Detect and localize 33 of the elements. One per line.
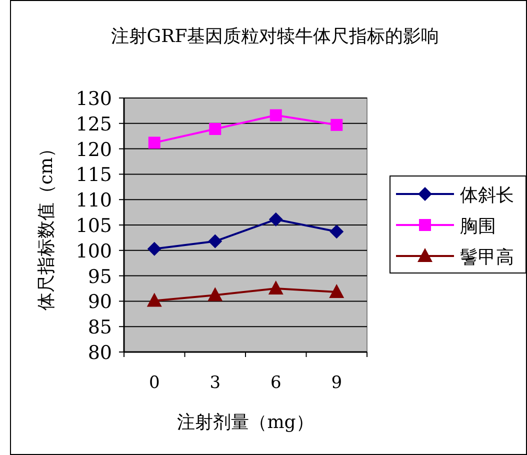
y-axis-title: 体尺指标数值（cm） (36, 139, 57, 311)
point (146, 292, 162, 307)
point (208, 234, 222, 248)
chart-title: 注射GRF基因质粒对犊牛体尺指标的影响 (110, 26, 440, 47)
x-tick-label: 6 (270, 373, 282, 393)
point (270, 109, 282, 122)
point (268, 212, 283, 226)
x-tick-label: 9 (331, 373, 342, 393)
point (329, 284, 344, 298)
y-tick-label: 95 (88, 266, 112, 288)
y-tick-label: 100 (76, 240, 112, 262)
y-tick-label: 120 (76, 138, 112, 161)
y-tick-label: 85 (88, 316, 112, 339)
legend-label: 体斜长 (460, 185, 514, 206)
y-tick-label: 115 (76, 164, 112, 186)
point (330, 224, 344, 239)
x-axis-title: 注射剂量（mg） (177, 412, 314, 433)
point (268, 280, 284, 294)
point (209, 122, 222, 135)
y-tick-label: 80 (88, 342, 112, 364)
y-tick-label: 125 (76, 113, 112, 136)
y-tick-label: 130 (76, 88, 112, 110)
point (148, 136, 160, 149)
x-tick-label: 3 (210, 373, 221, 393)
y-tick-label: 110 (76, 190, 112, 212)
point (330, 118, 343, 131)
legend-label: 鬐甲高 (460, 247, 514, 268)
point (147, 242, 162, 256)
x-tick-label: 0 (148, 373, 160, 393)
y-tick-label: 90 (88, 291, 112, 314)
legend-label: 胸围 (460, 216, 496, 237)
y-tick-label: 105 (76, 215, 112, 237)
point (208, 287, 223, 302)
